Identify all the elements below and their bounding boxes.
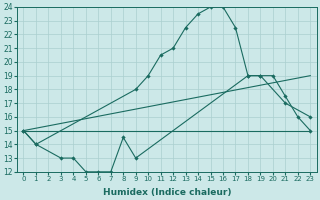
X-axis label: Humidex (Indice chaleur): Humidex (Indice chaleur): [103, 188, 231, 197]
